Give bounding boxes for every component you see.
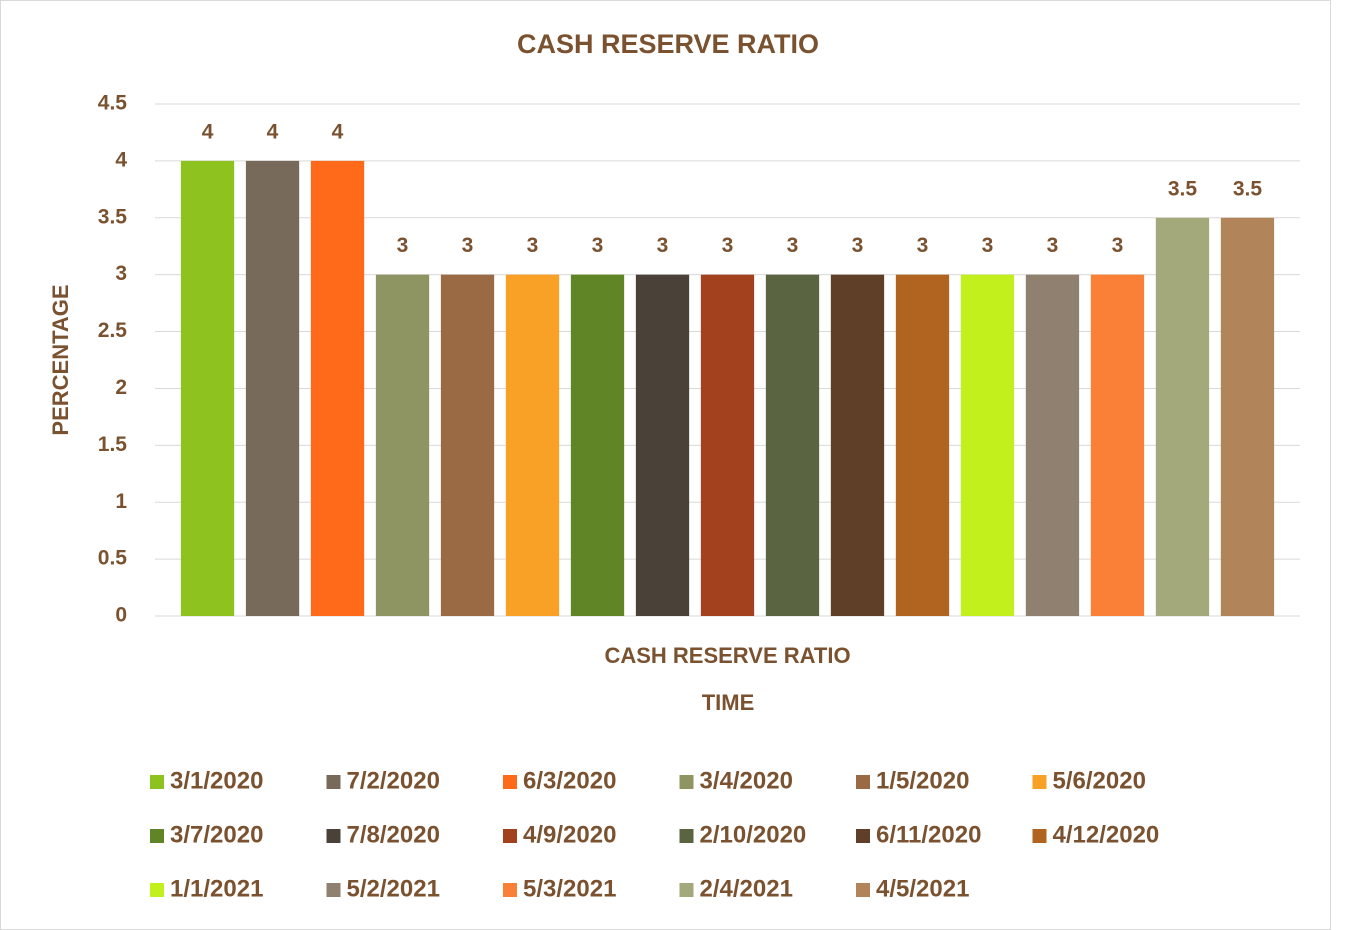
bar	[440, 274, 495, 616]
y-tick-label: 4	[115, 148, 127, 171]
legend-swatch	[856, 775, 870, 789]
bar	[245, 160, 300, 616]
y-tick-label: 1	[115, 490, 127, 513]
legend-label: 2/4/2021	[700, 875, 793, 902]
data-label: 3	[722, 234, 734, 257]
legend-label: 4/12/2020	[1053, 821, 1160, 848]
legend-swatch	[856, 883, 870, 897]
legend-swatch	[679, 883, 694, 897]
data-label: 3	[917, 234, 929, 257]
data-label: 4	[202, 120, 214, 143]
bar	[700, 274, 755, 616]
legend-swatch	[503, 883, 517, 897]
legend-label: 3/7/2020	[170, 821, 263, 848]
legend-swatch	[150, 775, 164, 789]
bar	[895, 274, 950, 616]
legend-swatch	[326, 883, 341, 897]
legend-swatch	[326, 829, 341, 843]
legend-label: 6/11/2020	[876, 821, 981, 848]
data-label: 3	[852, 234, 864, 257]
legend-swatch	[1032, 829, 1047, 843]
bar	[765, 274, 820, 616]
legend-label: 5/2/2021	[347, 875, 440, 902]
legend-label: 3/4/2020	[700, 767, 793, 794]
data-label: 3	[982, 234, 994, 257]
y-tick-label: 4.5	[98, 92, 128, 115]
legend-label: 1/1/2021	[170, 875, 263, 902]
data-label: 3	[787, 234, 799, 257]
data-label: 3	[1112, 234, 1124, 257]
legend-swatch	[503, 775, 517, 789]
legend-label: 5/3/2021	[523, 875, 616, 902]
legend-label: 4/5/2021	[876, 875, 969, 902]
legend-swatch	[679, 829, 694, 843]
x-axis-title: TIME	[702, 690, 755, 715]
y-tick-label: 2.5	[98, 319, 128, 342]
data-label: 3	[397, 234, 409, 257]
bar	[1025, 274, 1080, 616]
data-label: 3.5	[1233, 177, 1263, 200]
bar	[1220, 217, 1275, 616]
legend-swatch	[150, 829, 164, 843]
y-tick-label: 3.5	[98, 205, 128, 228]
data-label: 4	[332, 120, 344, 143]
legend-label: 2/10/2020	[700, 821, 807, 848]
bar	[505, 274, 560, 616]
data-label: 3	[462, 234, 474, 257]
legend-label: 5/6/2020	[1053, 767, 1146, 794]
legend-label: 4/9/2020	[523, 821, 616, 848]
legend-swatch	[679, 775, 694, 789]
legend-swatch	[326, 775, 341, 789]
y-axis-title: PERCENTAGE	[48, 284, 73, 435]
data-label: 3.5	[1168, 177, 1198, 200]
y-tick-label: 0	[115, 604, 127, 627]
bar	[960, 274, 1015, 616]
bar	[1090, 274, 1145, 616]
legend-label: 1/5/2020	[876, 767, 969, 794]
x-tick-label: CASH RESERVE RATIO	[604, 643, 850, 668]
bar	[375, 274, 430, 616]
legend-label: 3/1/2020	[170, 767, 263, 794]
legend-swatch	[856, 829, 870, 843]
legend-swatch	[150, 883, 164, 897]
y-tick-label: 0.5	[98, 547, 128, 570]
bar	[310, 160, 365, 616]
legend-label: 7/8/2020	[347, 821, 440, 848]
data-label: 3	[657, 234, 669, 257]
bar	[1155, 217, 1210, 616]
bar	[635, 274, 690, 616]
data-label: 3	[527, 234, 539, 257]
legend-swatch	[503, 829, 517, 843]
y-tick-label: 3	[115, 262, 127, 285]
chart-title: CASH RESERVE RATIO	[517, 29, 819, 59]
data-label: 3	[1047, 234, 1059, 257]
legend-swatch	[1032, 775, 1047, 789]
y-tick-label: 1.5	[98, 433, 128, 456]
legend-label: 6/3/2020	[523, 767, 616, 794]
y-tick-label: 2	[115, 376, 127, 399]
data-label: 4	[267, 120, 279, 143]
data-label: 3	[592, 234, 604, 257]
bar	[830, 274, 885, 616]
bar	[180, 160, 235, 616]
legend-label: 7/2/2020	[347, 767, 440, 794]
bar	[570, 274, 625, 616]
